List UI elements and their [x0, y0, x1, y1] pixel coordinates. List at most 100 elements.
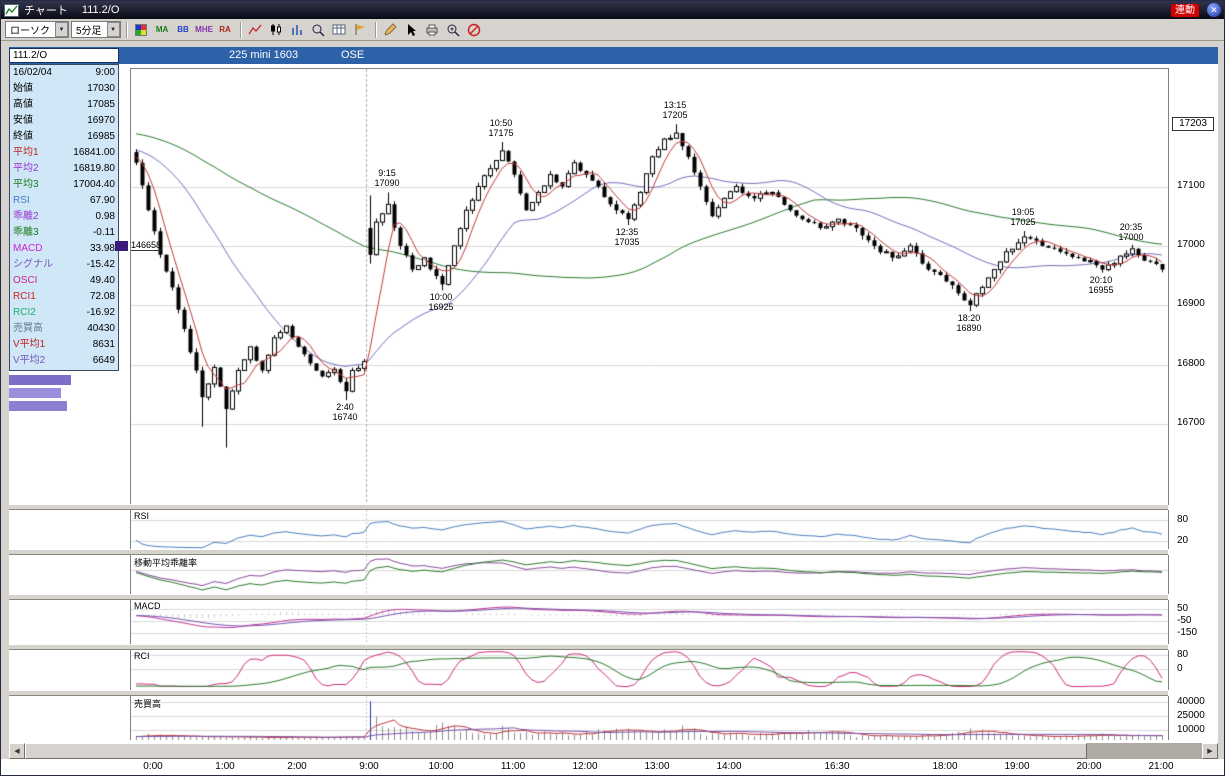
quote-label: 平均3 — [13, 179, 39, 190]
indicator-panel-volume[interactable] — [130, 696, 1169, 740]
chart-annotation: 12:35 17035 — [614, 227, 640, 248]
quote-label: RCI1 — [13, 291, 36, 302]
rsi-canvas[interactable] — [131, 510, 1168, 549]
chevron-down-icon[interactable]: ▼ — [55, 22, 68, 37]
chart-style-dropdown[interactable]: ローソク ▼ — [5, 21, 69, 38]
trendline-icon[interactable] — [246, 21, 265, 39]
indicator-panel-rci[interactable] — [130, 650, 1169, 690]
panel-splitter[interactable] — [9, 504, 1168, 510]
frame-strip-left — [1, 47, 9, 759]
quote-label: 平均1 — [13, 147, 39, 158]
kairi-canvas[interactable] — [131, 555, 1168, 594]
zoom-icon[interactable] — [444, 21, 463, 39]
quote-value: 17085 — [87, 99, 115, 110]
timeframe-dropdown[interactable]: 5分足 ▼ — [71, 21, 121, 38]
quote-value: 17004.40 — [73, 179, 115, 190]
bb-button[interactable]: BB — [177, 25, 189, 34]
quote-row: 高値 17085 — [10, 97, 118, 113]
ra-button[interactable]: RA — [219, 25, 231, 34]
indicator-axis-label: 50 — [1177, 603, 1189, 614]
panel-splitter[interactable] — [9, 594, 1168, 600]
quote-row: シグナル -15.42 — [10, 257, 118, 273]
panel-splitter[interactable] — [9, 644, 1168, 650]
panel-label: 移動平均乖離率 — [134, 558, 198, 568]
main-chart-frame — [130, 68, 1169, 505]
time-axis-label: 2:00 — [287, 761, 307, 772]
quote-label: RCI2 — [13, 307, 36, 318]
panel-label: RCI — [134, 651, 150, 661]
quote-value: 40430 — [87, 323, 115, 334]
time-axis-label: 16:30 — [824, 761, 850, 772]
grid-icon[interactable] — [330, 21, 349, 39]
panel-splitter[interactable] — [9, 549, 1168, 555]
search-icon[interactable] — [309, 21, 328, 39]
linked-badge[interactable]: 連動 — [1171, 3, 1199, 17]
time-axis-label: 12:00 — [572, 761, 598, 772]
indicator-axis-label: 10000 — [1177, 724, 1205, 735]
indicator-axis-label: -150 — [1177, 627, 1198, 638]
mhe-button[interactable]: MHE — [195, 25, 213, 34]
indicator-panel-kairi[interactable] — [130, 555, 1169, 594]
quote-row: 平均1 16841.00 — [10, 145, 118, 161]
time-axis-label: 1:00 — [215, 761, 235, 772]
quote-value: -15.42 — [86, 259, 115, 270]
candlestick-icon[interactable] — [267, 21, 286, 39]
palette-icon — [135, 23, 148, 36]
chart-settings-icon[interactable] — [132, 21, 151, 39]
quote-label: V平均1 — [13, 339, 46, 350]
no-draw-icon[interactable] — [465, 21, 484, 39]
hscrollbar-thumb[interactable] — [25, 743, 1087, 759]
chart-annotation: 18:20 16890 — [956, 313, 982, 334]
quote-row: 平均2 16819.80 — [10, 161, 118, 177]
macd-canvas[interactable] — [131, 600, 1168, 644]
panel-splitter[interactable] — [9, 690, 1168, 696]
quote-label: 始値 — [13, 83, 33, 94]
indicator-panel-rsi[interactable] — [130, 510, 1169, 549]
ma-button[interactable]: MA — [155, 25, 169, 34]
quote-row: 乖離3 -0.11 — [10, 225, 118, 241]
position-marker — [115, 241, 128, 251]
price-axis-label: 17100 — [1177, 180, 1205, 191]
volume-profile-bar — [9, 401, 67, 411]
quote-label: シグナル — [13, 259, 53, 270]
time-axis-label: 13:00 — [644, 761, 670, 772]
bar-chart-icon[interactable] — [288, 21, 307, 39]
quote-date: 16/02/04 — [13, 67, 52, 78]
time-axis-label: 20:00 — [1076, 761, 1102, 772]
indicator-axis-label: 40000 — [1177, 696, 1205, 707]
quote-label: 平均2 — [13, 163, 39, 174]
close-icon[interactable]: ✕ — [1207, 3, 1221, 17]
quote-value: 67.90 — [89, 195, 115, 206]
chart-annotation: 9:15 17090 — [374, 168, 400, 189]
time-axis-label: 14:00 — [716, 761, 742, 772]
quote-row: 終値 16985 — [10, 129, 118, 145]
quote-row: MACD 33.98 — [10, 241, 118, 257]
frame-strip-right — [1218, 47, 1224, 759]
cursor-icon[interactable] — [402, 21, 421, 39]
chart-annotation: 10:00 16925 — [428, 292, 454, 313]
quote-label: MACD — [13, 243, 43, 254]
chart-style-value: ローソク — [10, 26, 50, 37]
quote-value: 16970 — [87, 115, 115, 126]
quote-value: 16819.80 — [73, 163, 115, 174]
hscrollbar-track-dark[interactable] — [1087, 743, 1202, 759]
volume-canvas[interactable] — [131, 696, 1168, 740]
main-chart-canvas[interactable] — [131, 69, 1168, 504]
quote-label: 安値 — [13, 115, 33, 126]
pencil-icon[interactable] — [381, 21, 400, 39]
indicator-axis-label: 80 — [1177, 514, 1189, 525]
indicator-panel-macd[interactable] — [130, 600, 1169, 644]
instrument-name: 225 mini 1603 — [229, 49, 299, 61]
toolbar: ローソク ▼ 5分足 ▼ MA BB MHE RA — [1, 19, 1224, 41]
scroll-right-icon[interactable]: ▶ — [1202, 743, 1218, 759]
flag-icon[interactable] — [351, 21, 370, 39]
symbol-input[interactable]: 111.2/O — [9, 48, 119, 63]
scroll-left-icon[interactable]: ◀ — [9, 743, 25, 759]
quote-value: 16841.00 — [73, 147, 115, 158]
printer-icon[interactable] — [423, 21, 442, 39]
chart-annotation: 20:10 16955 — [1088, 274, 1114, 295]
chevron-down-icon[interactable]: ▼ — [106, 22, 120, 37]
time-axis-label: 0:00 — [143, 761, 163, 772]
rci-canvas[interactable] — [131, 650, 1168, 690]
